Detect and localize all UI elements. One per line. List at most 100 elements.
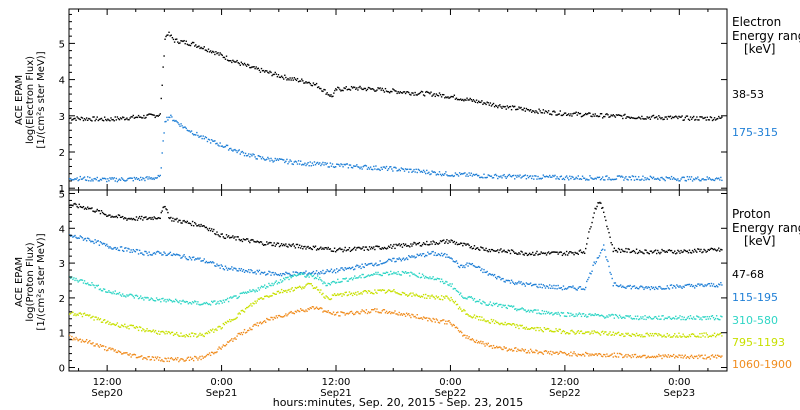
data-point xyxy=(118,326,121,328)
data-point xyxy=(683,119,685,121)
data-point xyxy=(176,299,178,302)
data-point xyxy=(153,359,156,361)
electron-ylabel-line3: [1/(cm²s ster MeV)] xyxy=(36,51,47,148)
data-point xyxy=(468,336,470,338)
data-point xyxy=(155,297,158,299)
data-point xyxy=(351,294,354,297)
data-point xyxy=(698,283,700,285)
data-point xyxy=(453,240,456,243)
data-point xyxy=(604,354,606,356)
data-point xyxy=(496,105,498,107)
data-point xyxy=(95,316,97,318)
data-point xyxy=(98,318,101,321)
data-point xyxy=(315,270,318,272)
data-point xyxy=(596,257,599,259)
data-point xyxy=(110,117,112,119)
data-point xyxy=(429,243,431,246)
data-point xyxy=(344,246,346,249)
data-point xyxy=(543,310,546,313)
data-point xyxy=(643,318,645,320)
data-point xyxy=(650,356,653,358)
data-point xyxy=(112,118,114,121)
data-point xyxy=(73,337,75,340)
data-point xyxy=(276,242,279,244)
data-point xyxy=(446,239,448,241)
data-point xyxy=(199,304,201,306)
data-point xyxy=(304,245,306,248)
data-point xyxy=(445,320,447,323)
data-point xyxy=(361,273,363,276)
data-point xyxy=(245,270,248,272)
data-point xyxy=(220,348,222,350)
data-point xyxy=(496,321,498,324)
data-point xyxy=(227,341,230,343)
data-point xyxy=(357,166,359,168)
data-point xyxy=(628,334,630,337)
data-point xyxy=(247,306,249,309)
data-point xyxy=(499,346,501,348)
data-point xyxy=(230,147,232,150)
data-point xyxy=(464,334,466,337)
data-point xyxy=(515,347,517,349)
data-point xyxy=(618,314,621,317)
data-point xyxy=(690,283,693,286)
data-point xyxy=(163,55,165,57)
data-point xyxy=(649,288,652,291)
xtick-label-time: 0:00 xyxy=(210,377,232,388)
data-point xyxy=(287,289,289,292)
data-point xyxy=(271,244,273,247)
data-point xyxy=(252,271,254,274)
data-point xyxy=(718,247,720,249)
data-point xyxy=(292,275,294,277)
data-point xyxy=(279,76,282,79)
data-point xyxy=(210,228,213,230)
data-point xyxy=(586,316,588,318)
data-point xyxy=(663,288,665,290)
data-point xyxy=(444,252,446,255)
data-point xyxy=(458,266,461,269)
data-point xyxy=(703,117,705,119)
data-point xyxy=(103,319,106,321)
data-point xyxy=(671,355,674,357)
data-point xyxy=(568,179,570,181)
data-point xyxy=(479,266,481,269)
data-point xyxy=(190,358,193,360)
data-point xyxy=(624,355,626,357)
data-point xyxy=(610,273,612,276)
data-point xyxy=(461,295,463,297)
data-point xyxy=(250,66,252,69)
data-point xyxy=(568,333,570,335)
data-point xyxy=(617,317,620,319)
data-point xyxy=(333,281,336,283)
data-point xyxy=(334,282,337,284)
data-point xyxy=(473,314,476,316)
data-point xyxy=(669,178,672,180)
data-point xyxy=(391,247,393,249)
data-point xyxy=(395,90,397,92)
data-point xyxy=(576,355,578,357)
data-point xyxy=(629,284,631,287)
data-point xyxy=(101,345,104,347)
data-point xyxy=(511,350,514,352)
data-point xyxy=(644,287,646,289)
data-point xyxy=(515,326,517,329)
data-point xyxy=(494,320,497,322)
data-point xyxy=(649,332,652,335)
data-point xyxy=(551,330,553,333)
data-point xyxy=(633,179,636,181)
data-point xyxy=(399,314,401,316)
data-point xyxy=(297,310,300,312)
data-point xyxy=(626,333,628,335)
data-point xyxy=(438,92,441,94)
data-point xyxy=(77,314,79,316)
data-point xyxy=(589,353,591,355)
data-point xyxy=(111,323,113,325)
data-point xyxy=(449,96,451,99)
data-point xyxy=(361,309,363,311)
data-point xyxy=(375,271,377,274)
data-point xyxy=(542,284,545,286)
data-point xyxy=(547,110,550,112)
data-point xyxy=(158,330,160,333)
data-point xyxy=(558,328,560,331)
data-point xyxy=(283,315,285,318)
